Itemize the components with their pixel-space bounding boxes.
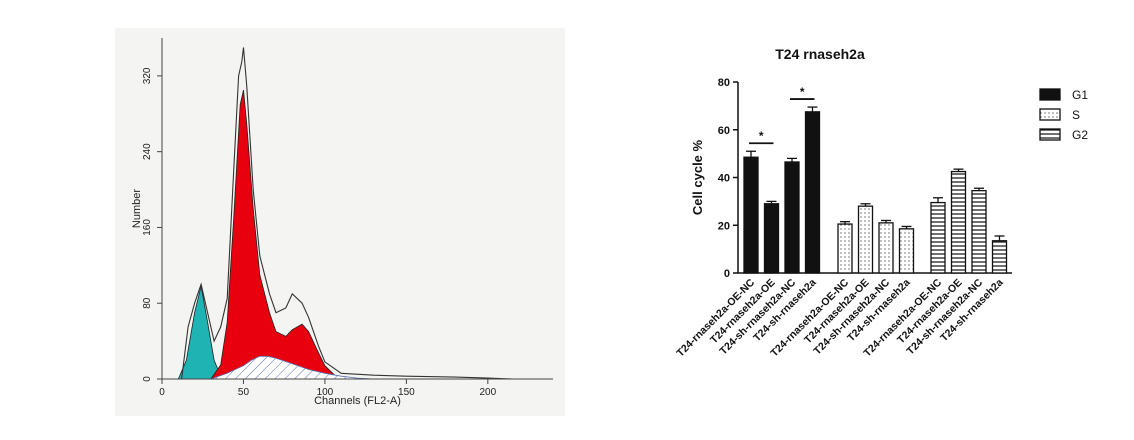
bar-G1-3 — [804, 111, 821, 274]
bar-chart-title: T24 rnaseh2a — [775, 46, 865, 62]
histogram-x-tick-label: 0 — [159, 387, 165, 398]
histogram-x-axis-label: Channels (FL2-A) — [314, 395, 401, 407]
bar-y-tick-label: 60 — [718, 125, 730, 137]
legend-swatch-G1 — [1039, 88, 1061, 101]
histogram-x-tick-label: 100 — [317, 387, 334, 398]
histogram-panel — [115, 28, 565, 416]
histogram-y-tick-label: 0 — [142, 376, 153, 382]
histogram-y-tick-label: 80 — [142, 297, 153, 309]
bar-y-tick-label: 80 — [718, 77, 730, 89]
bar-S-1 — [857, 205, 874, 274]
bar-G2-1 — [950, 170, 967, 274]
histogram-y-tick-label: 320 — [142, 67, 153, 84]
histogram-x-tick-label: 50 — [238, 387, 250, 398]
bar-y-tick-label: 20 — [718, 220, 730, 232]
significance-star: * — [759, 129, 764, 143]
bar-category-label: T24-rnaseh2a-OE-NC — [674, 276, 757, 359]
bar-G1-1 — [763, 203, 780, 274]
bar-y-axis-label: Cell cycle % — [690, 139, 705, 215]
bar-G2-2 — [971, 189, 987, 274]
legend-label: G1 — [1072, 88, 1088, 102]
cell-cycle-bar-chart: T24 rnaseh2a 0 20 40 60 80 Cell cycle % T24-rna… — [674, 46, 1088, 359]
bar-legend: G1 S G2 — [1039, 88, 1088, 142]
bar-G1-0 — [743, 156, 759, 274]
histogram-x-tick-label: 150 — [398, 387, 415, 398]
significance-star: * — [800, 85, 805, 99]
bar-S-0 — [837, 223, 853, 274]
legend-label: S — [1072, 108, 1080, 122]
bar-y-tick-label: 0 — [724, 268, 730, 280]
bar-G1-2 — [784, 161, 800, 274]
histogram-y-axis-label: Number — [131, 189, 143, 228]
legend-swatch-S — [1039, 108, 1061, 121]
legend-label: G2 — [1072, 128, 1088, 142]
histogram-y-tick-label: 160 — [142, 219, 153, 236]
histogram-chart: 0 50 100 150 200 0 80 160 240 320 Channels (FL2-A)… — [115, 28, 565, 416]
legend-swatch-G2 — [1039, 128, 1061, 141]
bar-y-tick-label: 40 — [718, 173, 730, 185]
bar-S-3 — [898, 228, 915, 274]
histogram-x-tick-label: 200 — [479, 387, 496, 398]
bar-G2-0 — [930, 201, 946, 274]
histogram-model-peak-1 — [210, 90, 343, 380]
bar-S-2 — [878, 222, 894, 274]
histogram-model-peak-2 — [210, 355, 374, 380]
bar-G2-3 — [991, 240, 1008, 274]
histogram-raw-data-line — [181, 47, 513, 380]
histogram-y-tick-label: 240 — [142, 143, 153, 160]
